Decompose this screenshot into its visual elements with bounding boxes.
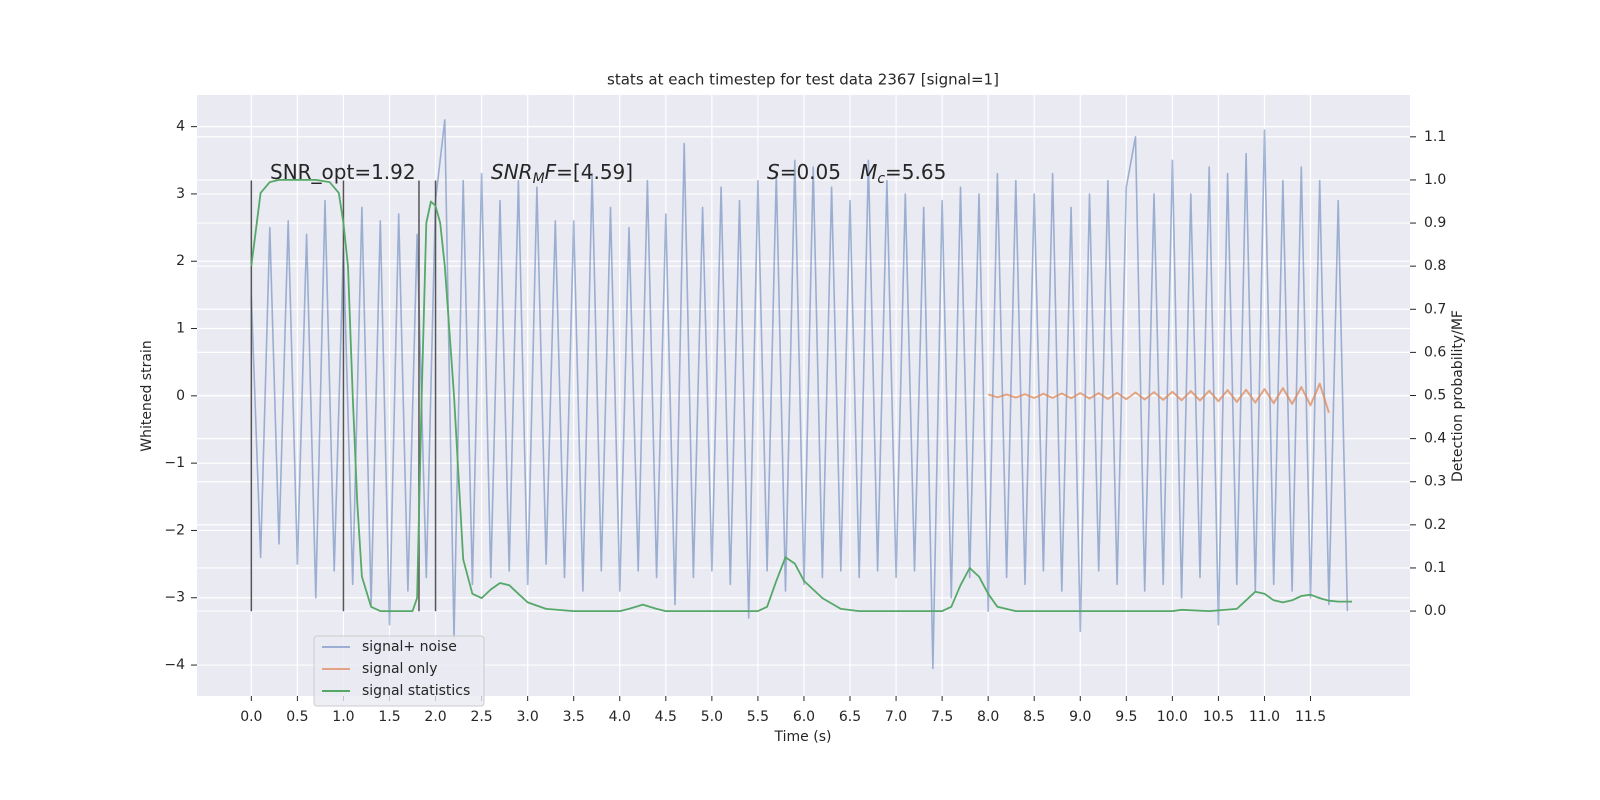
x-tick-label: 4.5 [655, 709, 677, 725]
y2-tick-label: 0.1 [1424, 560, 1446, 576]
annotation: SNR_opt=1.92 [270, 160, 416, 184]
annotation-part: =[4.59] [556, 160, 633, 184]
y2-tick-label: 0.2 [1424, 517, 1446, 533]
annotation-part: SNR_opt=1.92 [270, 160, 416, 184]
y-tick-label: 2 [176, 253, 185, 269]
x-tick-label: 1.0 [332, 709, 354, 725]
y-tick-label: −4 [164, 657, 185, 673]
series-line [250, 179, 1352, 612]
x-tick-label: 10.5 [1203, 709, 1234, 725]
x-tick-label: 8.0 [977, 709, 999, 725]
y-tick-label: −2 [164, 522, 185, 538]
annotation-part: M [860, 160, 877, 184]
x-tick-label: 6.5 [839, 709, 861, 725]
x-tick-label: 9.0 [1069, 709, 1091, 725]
annotation-part: F [545, 160, 557, 184]
x-tick-label: 8.5 [1023, 709, 1045, 725]
x-tick-label: 5.0 [701, 709, 723, 725]
y2-axis-label: Detection probability/MF [1450, 310, 1466, 482]
y-tick-label: 0 [176, 388, 185, 404]
legend-box [313, 635, 485, 707]
x-tick-label: 0.0 [240, 709, 262, 725]
y-tick-label: 3 [176, 186, 185, 202]
series-line [987, 382, 1330, 414]
y2-tick-label: 0.9 [1424, 215, 1446, 231]
annotation-part: S [767, 160, 780, 184]
y2-tick-label: 0.7 [1424, 301, 1446, 317]
x-tick-label: 7.0 [885, 709, 907, 725]
y2-tick-label: 1.0 [1424, 172, 1446, 188]
x-tick-label: 11.5 [1295, 709, 1326, 725]
x-tick-label: 11.0 [1249, 709, 1280, 725]
legend-label: signal statistics [362, 683, 470, 699]
y-tick-label: −3 [164, 590, 185, 606]
series-line [250, 119, 1349, 670]
x-tick-label: 5.5 [747, 709, 769, 725]
x-tick-label: 3.5 [563, 709, 585, 725]
annotation-part: c [877, 171, 885, 187]
x-tick-label: 7.5 [931, 709, 953, 725]
legend-label: signal only [362, 661, 437, 677]
x-tick-label: 9.5 [1115, 709, 1137, 725]
y2-tick-label: 0.5 [1424, 388, 1446, 404]
y2-tick-label: 0.3 [1424, 474, 1446, 490]
y2-tick-label: 1.1 [1424, 129, 1446, 145]
x-tick-label: 3.0 [517, 709, 539, 725]
y2-tick-label: 0.8 [1424, 258, 1446, 274]
y-tick-label: 1 [176, 321, 185, 337]
y2-tick-label: 0.0 [1424, 603, 1446, 619]
legend-label: signal+ noise [362, 639, 457, 655]
x-tick-label: 2.0 [424, 709, 446, 725]
x-axis-label: Time (s) [774, 729, 832, 745]
chart-title: stats at each timestep for test data 236… [607, 71, 999, 89]
x-tick-label: 2.5 [470, 709, 492, 725]
y-tick-label: −1 [164, 455, 185, 471]
x-tick-label: 1.5 [378, 709, 400, 725]
annotation-part: =0.05 [780, 160, 860, 184]
x-tick-label: 10.0 [1157, 709, 1188, 725]
annotation: S=0.05 Mc=5.65 [767, 160, 946, 188]
y2-tick-label: 0.6 [1424, 344, 1446, 360]
y-axis-label: Whitened strain [139, 340, 155, 451]
annotation-part: SNR [491, 160, 533, 184]
x-tick-label: 0.5 [286, 709, 308, 725]
x-tick-label: 6.0 [793, 709, 815, 725]
annotation: SNRMF=[4.59] [491, 160, 633, 188]
annotation-part: =5.65 [885, 160, 946, 184]
x-tick-label: 4.0 [609, 709, 631, 725]
y2-tick-label: 0.4 [1424, 431, 1446, 447]
y-tick-label: 4 [176, 119, 185, 135]
annotation-part: M [533, 171, 545, 187]
